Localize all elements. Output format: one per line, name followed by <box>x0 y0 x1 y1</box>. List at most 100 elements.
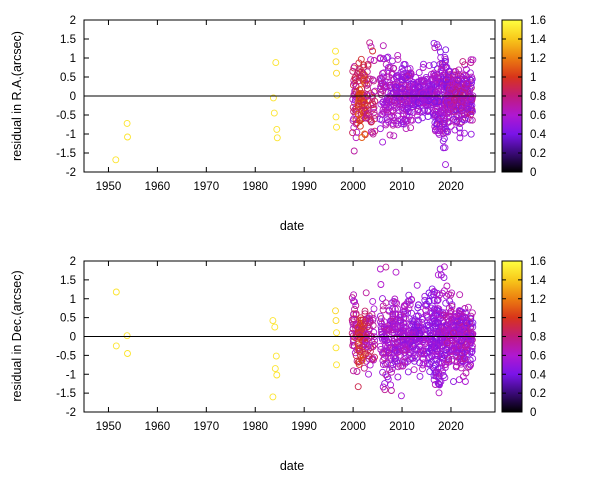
ra-y-tick-label: 1.5 <box>60 34 76 46</box>
ra-point <box>413 111 421 119</box>
dec-point <box>369 322 377 329</box>
ra-point <box>363 81 371 89</box>
dec-point <box>366 316 374 324</box>
dec-point <box>411 357 418 365</box>
dec-point <box>388 368 395 376</box>
ra-y-tick-label: 1 <box>70 53 76 65</box>
dec-point <box>380 335 388 343</box>
ra-point <box>464 114 472 122</box>
ra-point <box>432 105 440 113</box>
dec-x-tick-label: 1990 <box>291 421 317 433</box>
dec-point <box>448 303 456 311</box>
dec-point <box>442 346 450 354</box>
ra-point <box>398 94 406 102</box>
dec-point <box>351 298 359 306</box>
ra-point <box>370 77 378 85</box>
dec-y-tick-label: 1 <box>70 294 76 306</box>
ra-point <box>411 88 419 96</box>
dec-point <box>392 268 400 276</box>
ra-point <box>442 76 450 84</box>
ra-colorbar-tick-label: 0.4 <box>530 129 547 141</box>
dec-point <box>365 370 372 378</box>
dec-y-tick-label: -2 <box>66 407 76 419</box>
dec-point <box>450 344 458 352</box>
dec-point <box>435 380 443 388</box>
dec-point <box>419 365 426 373</box>
ra-point <box>393 82 401 90</box>
ra-point <box>467 56 475 64</box>
ra-point <box>451 126 459 134</box>
ra-colorbar-tick-label: 1 <box>530 72 536 84</box>
ra-x-tick-label: 1960 <box>145 181 171 193</box>
dec-point <box>378 320 386 328</box>
dec-point <box>450 329 457 337</box>
ra-point <box>333 91 341 99</box>
ra-point <box>430 61 438 69</box>
ra-point <box>396 90 404 98</box>
ra-point <box>382 104 389 112</box>
ra-point <box>430 113 438 121</box>
dec-point <box>333 361 340 369</box>
dec-colorbar-tick-label: 0.4 <box>530 369 547 381</box>
dec-point <box>466 319 473 327</box>
ra-colorbar-tick-label: 0.8 <box>530 91 546 103</box>
dec-point <box>448 355 456 363</box>
dec-point <box>365 352 372 360</box>
dec-point <box>382 360 390 368</box>
ra-point <box>446 106 454 114</box>
ra-x-tick-label: 1970 <box>194 181 220 193</box>
dec-y-axis-label: residual in Dec.(arcsec) <box>10 270 24 401</box>
dec-point <box>377 318 384 326</box>
dec-point <box>393 299 401 307</box>
ra-point <box>400 111 408 119</box>
ra-point <box>448 101 456 109</box>
ra-point <box>354 103 362 111</box>
dec-point <box>402 300 410 308</box>
ra-y-tick-label: -2 <box>66 167 76 179</box>
dec-point <box>360 364 368 372</box>
dec-y-tick-label: 1.5 <box>60 275 76 287</box>
ra-point <box>398 101 406 109</box>
ra-point <box>467 77 475 84</box>
ra-point <box>367 43 375 51</box>
ra-point <box>333 123 340 131</box>
ra-point <box>415 83 423 91</box>
dec-point <box>358 356 366 364</box>
ra-point <box>366 39 374 47</box>
dec-point <box>440 263 448 271</box>
ra-x-tick-label: 1990 <box>291 181 317 193</box>
ra-point <box>370 104 378 112</box>
ra-point <box>360 98 368 106</box>
ra-point <box>468 73 476 81</box>
dec-point <box>421 292 429 300</box>
dec-point <box>271 365 279 373</box>
dec-point <box>368 355 376 363</box>
ra-point <box>396 87 404 95</box>
dec-point <box>456 311 464 319</box>
dec-point <box>414 312 422 320</box>
ra-point <box>350 147 358 155</box>
ra-point <box>467 130 475 138</box>
ra-point <box>446 88 454 96</box>
ra-point <box>438 80 446 88</box>
dec-point <box>409 317 417 325</box>
dec-point <box>399 362 407 370</box>
dec-point <box>369 316 377 324</box>
dec-y-tick-label: 2 <box>70 256 76 268</box>
ra-point <box>451 117 459 124</box>
ra-point <box>467 59 475 66</box>
ra-point <box>379 138 387 146</box>
dec-point <box>437 271 445 279</box>
ra-point <box>444 128 452 136</box>
ra-point <box>394 71 402 79</box>
ra-point <box>382 97 390 105</box>
ra-point <box>402 125 410 133</box>
dec-point <box>363 330 371 338</box>
dec-point <box>459 373 467 381</box>
dec-point <box>354 383 362 391</box>
dec-point <box>124 350 131 357</box>
ra-point <box>437 113 445 121</box>
ra-colorbar-tick-label: 0 <box>530 167 536 179</box>
ra-point <box>349 129 357 137</box>
dec-point <box>456 331 464 338</box>
